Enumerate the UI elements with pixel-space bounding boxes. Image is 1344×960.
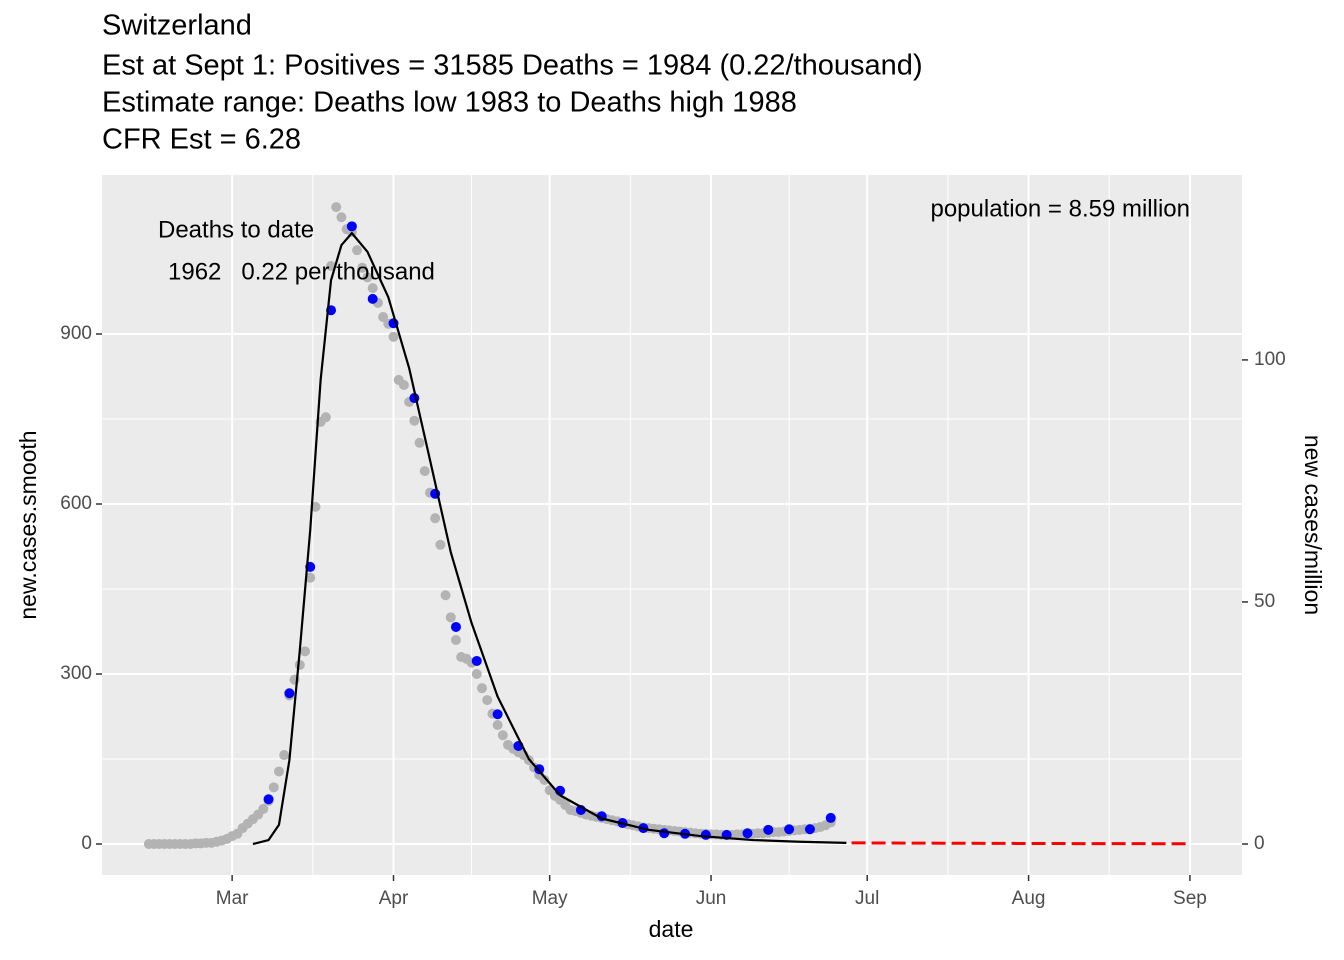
line bbox=[851, 841, 1190, 846]
point bbox=[367, 283, 378, 294]
point bbox=[825, 812, 836, 823]
point bbox=[263, 794, 274, 805]
point bbox=[357, 262, 368, 273]
chart-title: Switzerland bbox=[102, 10, 252, 42]
point bbox=[378, 312, 389, 323]
x-tick-label: Apr bbox=[379, 888, 409, 909]
y-tick-label: 300 bbox=[60, 663, 92, 684]
x-tick-label: Jul bbox=[855, 888, 879, 909]
point bbox=[497, 730, 508, 741]
x-tick-label: May bbox=[532, 888, 568, 909]
point bbox=[784, 824, 795, 835]
point bbox=[450, 621, 461, 632]
y2-tick-label: 50 bbox=[1254, 591, 1275, 612]
point bbox=[279, 750, 290, 761]
point bbox=[320, 412, 331, 423]
chart-subtitle: Est at Sept 1: Positives = 31585 Deaths … bbox=[102, 50, 923, 82]
line bbox=[252, 232, 847, 846]
point bbox=[700, 829, 711, 840]
y-tick-label: 900 bbox=[60, 323, 92, 344]
point bbox=[398, 380, 409, 391]
chart-subtitle: CFR Est = 6.28 bbox=[102, 124, 301, 156]
x-tick-label: Mar bbox=[216, 888, 249, 909]
point bbox=[471, 655, 482, 666]
point bbox=[352, 245, 363, 256]
point bbox=[435, 539, 446, 550]
point bbox=[430, 513, 441, 524]
point bbox=[445, 612, 456, 623]
point bbox=[419, 466, 430, 477]
point bbox=[346, 221, 357, 232]
point bbox=[331, 202, 342, 213]
y2-axis-title: new cases/million bbox=[1300, 435, 1326, 615]
point bbox=[450, 635, 461, 646]
point bbox=[482, 695, 493, 706]
point bbox=[539, 774, 550, 785]
point bbox=[273, 766, 284, 777]
point bbox=[471, 669, 482, 680]
x-tick-label: Aug bbox=[1012, 888, 1046, 909]
annotation: 1962 0.22 per thousand bbox=[168, 258, 435, 285]
panel bbox=[102, 175, 1242, 875]
point bbox=[492, 720, 503, 731]
point bbox=[258, 803, 269, 814]
annotation: population = 8.59 million bbox=[930, 195, 1190, 222]
x-axis-title: date bbox=[649, 916, 694, 942]
point bbox=[492, 709, 503, 720]
y-axis-title: new.cases.smooth bbox=[15, 430, 41, 619]
point bbox=[804, 824, 815, 835]
point bbox=[477, 683, 487, 694]
point bbox=[440, 590, 451, 601]
point bbox=[414, 437, 425, 448]
y-tick-label: 0 bbox=[81, 833, 92, 854]
point bbox=[409, 415, 420, 426]
chart-subtitle: Estimate range: Deaths low 1983 to Death… bbox=[102, 87, 797, 119]
point bbox=[388, 331, 399, 342]
x-tick-label: Sep bbox=[1173, 888, 1207, 909]
point bbox=[763, 824, 774, 835]
point bbox=[742, 828, 753, 839]
x-tick-label: Jun bbox=[696, 888, 727, 909]
point bbox=[284, 688, 295, 699]
y2-tick-label: 0 bbox=[1254, 833, 1265, 854]
point bbox=[305, 572, 316, 583]
point bbox=[362, 272, 373, 283]
y2-tick-label: 100 bbox=[1254, 349, 1286, 370]
annotation: Deaths to date bbox=[158, 216, 314, 243]
y-tick-label: 600 bbox=[60, 493, 92, 514]
point bbox=[367, 293, 378, 304]
point bbox=[336, 212, 347, 223]
point bbox=[268, 782, 279, 793]
point bbox=[300, 646, 311, 657]
grid bbox=[102, 175, 1242, 875]
point bbox=[659, 828, 670, 839]
